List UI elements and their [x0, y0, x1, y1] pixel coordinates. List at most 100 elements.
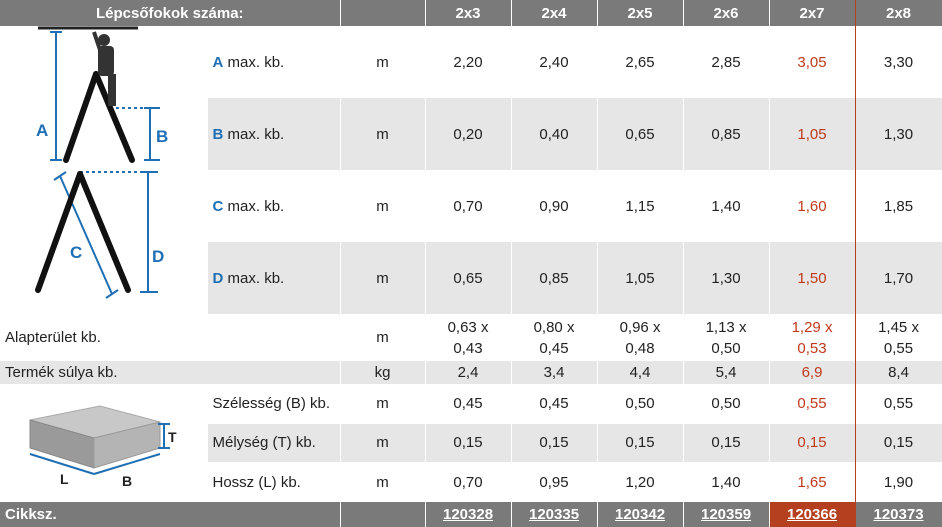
value-cell: 0,65 [597, 98, 684, 170]
value-cell: 0,55 [768, 384, 856, 424]
product-code-link[interactable]: 120366 [768, 502, 856, 527]
value-cell: 0,96 x 0,48 [597, 314, 684, 361]
value-cell: 1,40 [683, 170, 770, 242]
value-cell: 6,9 [768, 361, 856, 384]
ladder-leg-left [63, 71, 99, 163]
value-cell: 1,70 [855, 242, 942, 314]
label-c: C [70, 243, 82, 262]
value-cell: 2,40 [511, 26, 598, 98]
value-cell: 0,63 x 0,43 [425, 314, 512, 361]
value-cell: 1,05 [597, 242, 684, 314]
row-label: Hossz (L) kb. [207, 462, 341, 502]
value-cell: 2,85 [683, 26, 770, 98]
unit-cell: m [340, 314, 426, 361]
unit-cell: m [340, 170, 426, 242]
value-cell: 0,45 [511, 384, 598, 424]
value-cell: 0,15 [683, 423, 770, 463]
unit-cell: m [340, 242, 426, 314]
dim-label: C max. kb. [207, 170, 341, 242]
value-cell: 0,85 [511, 242, 598, 314]
value-cell: 1,85 [855, 170, 942, 242]
table-row: A B C D A max. kb. m 2,20 2,40 2,65 2,85… [0, 26, 942, 314]
value-cell: 1,65 [768, 462, 856, 502]
value-cell: 0,95 [511, 462, 598, 502]
col-header: 2x6 [683, 0, 770, 26]
header-label: Lépcsőfokok száma: [0, 0, 341, 26]
unit-cell: m [340, 98, 426, 170]
ladder-illustration: A B C D [0, 26, 208, 314]
value-cell: 1,20 [597, 462, 684, 502]
unit-cell: m [340, 462, 426, 502]
dim-label: A max. kb. [207, 26, 341, 98]
label-d: D [152, 247, 164, 266]
table-row: Termék súlya kb. kg 2,4 3,4 4,4 5,4 6,9 … [0, 361, 942, 384]
folded-leg-left [35, 171, 83, 293]
row-label: Alapterület kb. [0, 314, 341, 361]
unit-cell: m [340, 423, 426, 463]
value-cell: 0,45 [425, 384, 512, 424]
header-row: Lépcsőfokok száma: 2x3 2x4 2x5 2x6 2x7 2… [0, 0, 942, 26]
value-cell: 0,50 [597, 384, 684, 424]
value-cell: 2,4 [425, 361, 512, 384]
label-a: A [36, 121, 48, 140]
product-code-link[interactable]: 120342 [597, 502, 684, 527]
footer-unit-cell [340, 502, 426, 527]
value-cell: 0,70 [425, 170, 512, 242]
header-unit-cell [340, 0, 426, 26]
unit-cell: m [340, 384, 426, 424]
value-cell: 1,40 [683, 462, 770, 502]
value-cell: 1,05 [768, 98, 856, 170]
value-cell: 1,60 [768, 170, 856, 242]
value-cell: 4,4 [597, 361, 684, 384]
footer-row: Cikksz. 120328 120335 120342 120359 1203… [0, 502, 942, 527]
value-cell: 0,15 [597, 423, 684, 463]
value-cell: 0,90 [511, 170, 598, 242]
value-cell: 0,55 [855, 384, 942, 424]
unit-cell: kg [340, 361, 426, 384]
package-illustration: T L B [0, 384, 208, 502]
product-code-link[interactable]: 120335 [511, 502, 598, 527]
col-header: 2x5 [597, 0, 684, 26]
value-cell: 8,4 [855, 361, 942, 384]
table-row: Mélység (T) kb. m 0,15 0,15 0,15 0,15 0,… [0, 423, 942, 463]
value-cell: 0,50 [683, 384, 770, 424]
value-cell: 1,29 x 0,53 [768, 314, 856, 361]
value-cell: 1,90 [855, 462, 942, 502]
row-label: Mélység (T) kb. [207, 423, 341, 463]
unit-cell: m [340, 26, 426, 98]
value-cell: 0,80 x 0,45 [511, 314, 598, 361]
col-header: 2x7 [768, 0, 856, 26]
table-row: Hossz (L) kb. m 0,70 0,95 1,20 1,40 1,65… [0, 462, 942, 502]
dim-c-line [59, 175, 113, 295]
product-code-link[interactable]: 120373 [855, 502, 942, 527]
col-header: 2x3 [425, 0, 512, 26]
value-cell: 1,45 x 0,55 [855, 314, 942, 361]
product-code-link[interactable]: 120359 [683, 502, 770, 527]
row-label: Szélesség (B) kb. [207, 384, 341, 424]
label-b: B [156, 127, 168, 146]
value-cell: 1,50 [768, 242, 856, 314]
value-cell: 0,15 [855, 423, 942, 463]
person-figure [92, 31, 116, 106]
value-cell: 0,15 [768, 423, 856, 463]
value-cell: 3,05 [768, 26, 856, 98]
col-header: 2x4 [511, 0, 598, 26]
value-cell: 1,13 x 0,50 [683, 314, 770, 361]
folded-leg-right [77, 171, 131, 293]
box-drawing: T L B [29, 405, 177, 489]
value-cell: 0,15 [511, 423, 598, 463]
table-row: T L B Szélesség (B) kb. m 0,45 0,45 0,50… [0, 384, 942, 502]
ladder-leg-right [93, 71, 135, 163]
label-l: L [60, 471, 69, 487]
table-row: B max. kb. m 0,20 0,40 0,65 0,85 1,05 1,… [0, 98, 942, 170]
product-code-link[interactable]: 120328 [425, 502, 512, 527]
value-cell: 0,65 [425, 242, 512, 314]
dim-label: D max. kb. [207, 242, 341, 314]
table-row: D max. kb. m 0,65 0,85 1,05 1,30 1,50 1,… [0, 242, 942, 314]
value-cell: 1,30 [683, 242, 770, 314]
value-cell: 0,15 [425, 423, 512, 463]
value-cell: 0,70 [425, 462, 512, 502]
value-cell: 1,15 [597, 170, 684, 242]
value-cell: 0,20 [425, 98, 512, 170]
